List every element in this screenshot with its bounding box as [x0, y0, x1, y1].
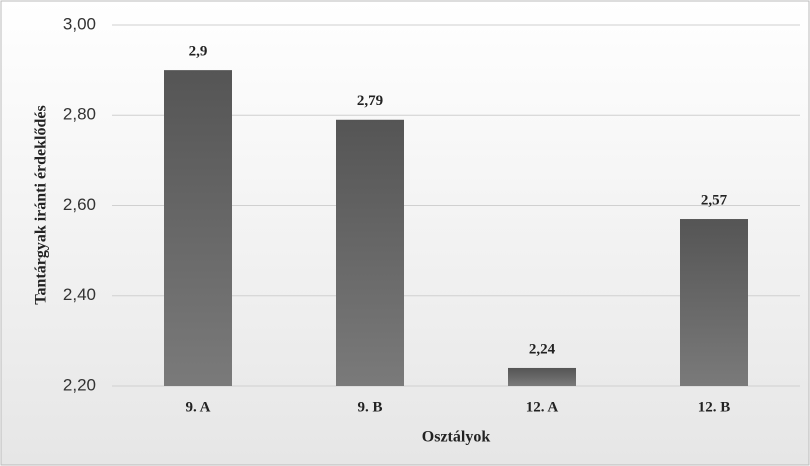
y-tick-label: 2,20: [63, 375, 96, 394]
y-tick-label: 2,60: [63, 195, 96, 214]
bar: [336, 119, 404, 386]
x-tick-label: 9. A: [185, 399, 210, 415]
value-label: 2,9: [189, 44, 208, 60]
bar: [680, 219, 748, 386]
y-tick-label: 3,00: [63, 14, 96, 33]
bar: [508, 367, 576, 386]
y-axis-label: Tantárgyak iránti érdeklődés: [33, 105, 50, 304]
value-label: 2,24: [529, 341, 556, 357]
x-tick-label: 12. B: [698, 399, 731, 415]
x-tick-label: 9. B: [357, 399, 382, 415]
value-label: 2,79: [357, 93, 383, 109]
x-axis-label: Osztályok: [422, 429, 491, 446]
bar: [164, 70, 232, 386]
x-tick-label: 12. A: [526, 399, 559, 415]
value-label: 2,57: [701, 192, 728, 208]
y-tick-label: 2,80: [63, 105, 96, 124]
y-tick-label: 2,40: [63, 285, 96, 304]
